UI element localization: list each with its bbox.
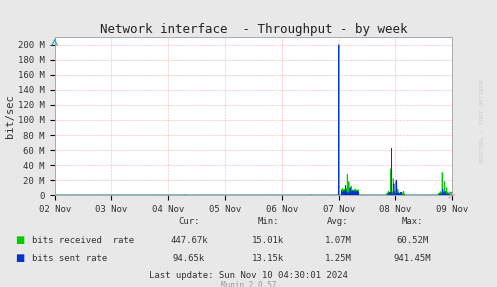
Y-axis label: bit/sec: bit/sec <box>5 94 15 138</box>
Text: ■: ■ <box>15 253 24 263</box>
Text: Munin 2.0.57: Munin 2.0.57 <box>221 282 276 287</box>
Text: ■: ■ <box>15 234 24 245</box>
Text: 447.67k: 447.67k <box>170 236 208 245</box>
Text: 60.52M: 60.52M <box>397 236 428 245</box>
Text: 13.15k: 13.15k <box>252 254 284 263</box>
Text: 1.07M: 1.07M <box>325 236 351 245</box>
Text: bits sent rate: bits sent rate <box>32 254 107 263</box>
Text: Last update: Sun Nov 10 04:30:01 2024: Last update: Sun Nov 10 04:30:01 2024 <box>149 272 348 280</box>
Text: 15.01k: 15.01k <box>252 236 284 245</box>
Text: Cur:: Cur: <box>178 217 200 226</box>
Text: bits received  rate: bits received rate <box>32 236 134 245</box>
Text: 941.45M: 941.45M <box>394 254 431 263</box>
Text: Max:: Max: <box>402 217 423 226</box>
Text: RRDTOOL / TOBI OETIKER: RRDTOOL / TOBI OETIKER <box>480 79 485 162</box>
Title: Network interface  - Throughput - by week: Network interface - Throughput - by week <box>100 23 407 36</box>
Text: 1.25M: 1.25M <box>325 254 351 263</box>
Text: 94.65k: 94.65k <box>173 254 205 263</box>
Text: Avg:: Avg: <box>327 217 349 226</box>
Text: Min:: Min: <box>257 217 279 226</box>
